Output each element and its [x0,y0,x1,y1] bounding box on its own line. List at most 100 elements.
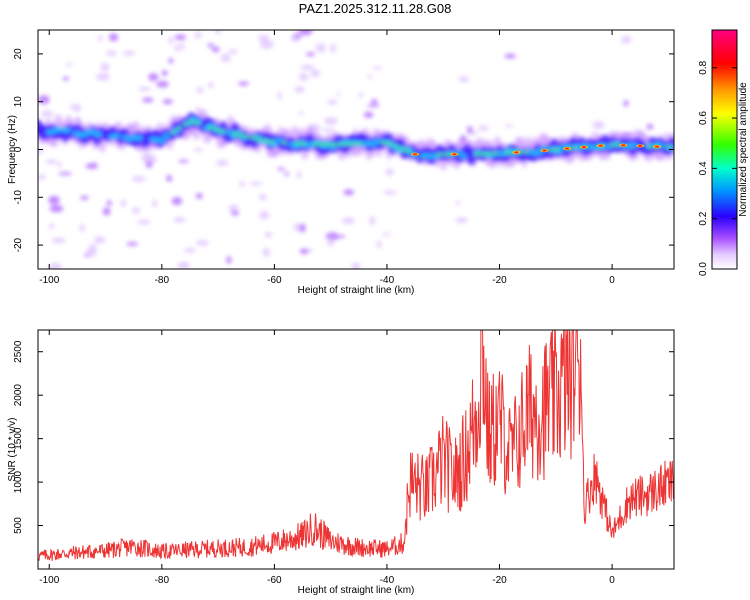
y-tick-label: 500 [13,517,24,534]
ridge-green [281,141,288,145]
noise-blob [367,74,373,79]
x-axis-label: Height of straight line (km) [298,285,415,296]
noise-blob [80,195,89,201]
noise-blob [206,43,215,48]
noise-blob [106,200,112,207]
hotspot-peak [598,144,604,147]
noise-blob [142,97,154,103]
noise-blob [48,262,62,269]
x-tick-label: 0 [609,275,615,286]
hotspot-peak [654,145,660,148]
ridge-green [194,121,201,126]
noise-blob [38,95,50,105]
noise-blob [45,159,57,165]
noise-blob [299,72,309,82]
colorbar-tick-label: 0.2 [698,211,709,225]
noise-blob [79,223,85,232]
noise-blob [296,171,302,179]
chart-title: PAZ1.2025.312.11.28.G08 [298,1,452,16]
noise-blob [327,238,334,247]
noise-blob [174,43,180,53]
ridge-green [485,151,492,156]
ridge-cyan [459,153,468,159]
noise-blob [592,121,605,130]
ridge-green [479,152,486,156]
noise-blob [108,33,119,42]
ridge-cyan [373,138,382,144]
noise-blob [262,247,270,257]
noise-blob [196,86,204,94]
noise-blob [62,76,69,81]
noise-blob [131,175,146,182]
noise-blob [376,240,382,249]
noise-blob [293,223,300,232]
noise-blob [298,30,313,36]
ridge-green [504,151,511,155]
noise-blob [455,217,468,224]
ridge-green [442,152,449,156]
noise-blob [138,86,152,92]
noise-blob [194,31,202,39]
noise-blob [504,124,514,128]
noise-blob [466,125,473,134]
hotspot-peak [452,153,457,156]
ridge-green [312,142,319,146]
noise-blob [264,231,273,238]
ridge-hotspots [411,143,662,156]
noise-blob [48,195,60,205]
hotspot-peak [412,153,418,156]
y-tick-label: 2500 [13,340,24,363]
y-tick-label: 10 [13,96,24,108]
ridge-green [293,141,300,145]
bottom-plot-frame [37,329,675,570]
noise-blob [214,30,221,35]
noise-blob [100,62,110,72]
y-axis-label: Frequency (Hz) [7,115,18,184]
ridge-green [318,142,325,146]
noise-blob [290,36,299,42]
noise-blob [277,91,282,100]
ridge-green [392,144,399,148]
y-tick-label: 2000 [13,384,24,407]
noise-blob [646,123,654,130]
noise-blob [180,42,185,51]
noise-blob [310,69,320,78]
noise-blob [324,117,338,125]
ridge-cyan [274,137,283,143]
noise-blob [383,190,397,195]
ridge-cyan [94,132,103,138]
hotspot-peak [581,146,587,149]
ridge-green [609,143,616,147]
noise-blob [97,35,103,42]
ridge-green [355,141,362,146]
noise-blob [259,40,274,49]
ridge-green [665,145,672,149]
noise-blob [85,163,99,170]
noise-blob [372,66,383,70]
ridge-green [324,143,331,147]
noise-blob [382,232,392,236]
noise-blob [477,125,489,131]
noise-blob [228,204,239,212]
ridge-green [436,152,443,156]
noise-blob [161,70,168,76]
ridge-green [553,147,560,152]
ridge-green [337,142,344,146]
x-tick-label: -80 [155,575,170,586]
noise-blob [137,219,151,225]
hotspot-peak [564,147,570,150]
noise-blob [183,248,196,253]
noise-blob [284,171,289,177]
ridge-cyan [630,143,639,149]
noise-blob [122,50,135,56]
y-tick-label: 1500 [13,427,24,450]
noise-blob [195,239,209,246]
noise-blob [504,53,517,59]
ridge-green [250,136,257,140]
ridge-green [399,147,406,151]
noise-blob [343,189,355,196]
ridge-cyan [157,138,166,144]
x-tick-label: -40 [380,575,395,586]
noise-blob [620,35,632,44]
